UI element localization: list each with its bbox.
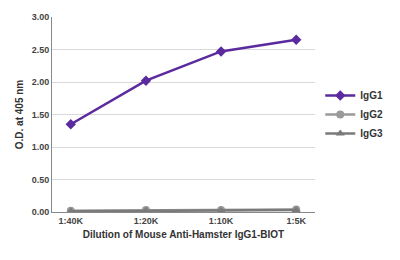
svg-text:2.50: 2.50 [32, 45, 50, 55]
svg-text:3.00: 3.00 [32, 12, 50, 22]
svg-text:IgG1: IgG1 [360, 90, 383, 101]
svg-text:1:40K: 1:40K [59, 216, 84, 226]
svg-text:2.00: 2.00 [32, 77, 50, 87]
svg-text:1:20K: 1:20K [134, 216, 159, 226]
svg-text:1:5K: 1:5K [286, 216, 306, 226]
svg-text:0.50: 0.50 [32, 175, 50, 185]
svg-text:1.00: 1.00 [32, 142, 50, 152]
svg-text:IgG2: IgG2 [360, 109, 383, 120]
svg-text:0.00: 0.00 [32, 207, 50, 217]
svg-text:O.D. at 405 nm: O.D. at 405 nm [14, 80, 25, 150]
svg-text:IgG3: IgG3 [360, 128, 383, 139]
svg-text:1.50: 1.50 [32, 110, 50, 120]
svg-text:Dilution of Mouse Anti-Hamster: Dilution of Mouse Anti-Hamster IgG1-BIOT [83, 229, 284, 240]
svg-text:1:10K: 1:10K [209, 216, 234, 226]
